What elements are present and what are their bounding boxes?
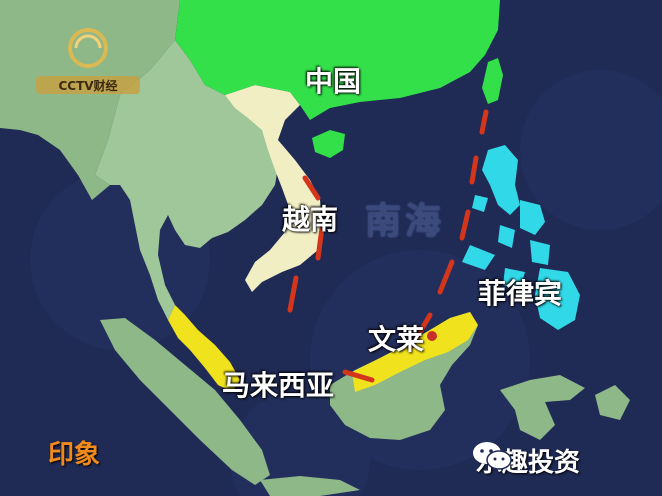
channel-logo-text: CCTV财经 <box>58 78 117 93</box>
java-island <box>260 476 360 496</box>
label-china: 中国 <box>305 65 362 98</box>
malay-peninsula <box>168 305 240 392</box>
indochina-land <box>95 40 280 320</box>
channel-logo: CCTV财经 <box>28 20 148 100</box>
maluku-islands <box>595 385 630 420</box>
china-land <box>175 0 500 120</box>
west-mainland-land <box>0 0 180 200</box>
philippines-islands <box>462 145 580 330</box>
wechat-icon <box>473 442 512 470</box>
nine-dash-line <box>287 109 489 383</box>
sumatra-island <box>100 318 270 485</box>
east-malaysia-land <box>352 312 478 392</box>
taiwan-island <box>482 58 503 104</box>
label-vietnam: 越南 <box>282 203 339 236</box>
vietnam-land <box>225 85 322 292</box>
label-malaysia: 马来西亚 <box>222 369 335 402</box>
label-indonesia: 印象 <box>48 440 101 470</box>
channel-logo-icon: CCTV财经 <box>36 28 140 94</box>
label-brunei: 文莱 <box>368 323 425 356</box>
label-philippines: 菲律宾 <box>478 277 563 310</box>
brunei-marker <box>427 331 437 341</box>
label-south-sea: 南海 <box>365 201 446 242</box>
hainan-island <box>312 130 345 158</box>
watermark: 乐趣投资 <box>470 438 580 482</box>
sulawesi-island <box>500 375 585 440</box>
